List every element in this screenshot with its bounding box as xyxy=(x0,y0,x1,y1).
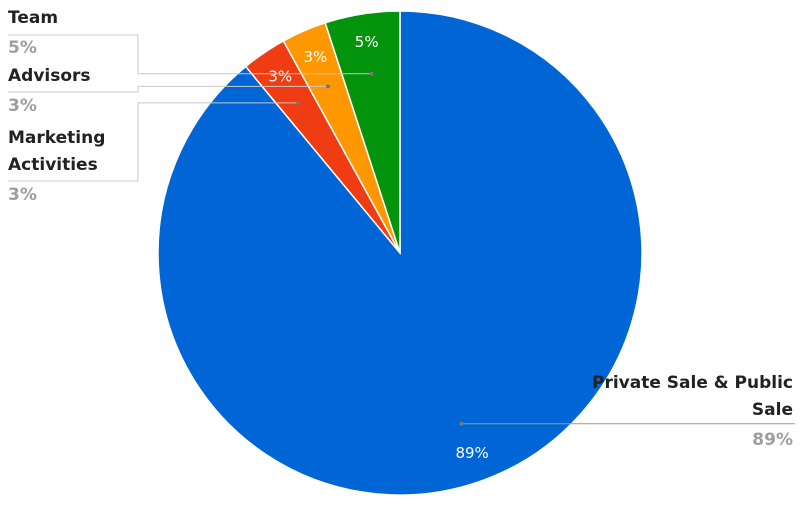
leader-dot xyxy=(369,71,374,76)
legend-value: 3% xyxy=(8,185,37,205)
leader-line xyxy=(8,85,328,93)
legend-value: 3% xyxy=(8,96,37,116)
legend-value: 5% xyxy=(8,38,37,58)
legend-name: Marketing Activities xyxy=(8,128,106,175)
legend-name: Team xyxy=(8,8,59,28)
legend-name: Advisors xyxy=(8,66,91,86)
legend-label: Private Sale & Public Sale 89% xyxy=(560,370,793,454)
slice-label: 5% xyxy=(355,33,379,51)
slice-label: 89% xyxy=(455,444,488,462)
leader-line xyxy=(8,34,372,75)
pie xyxy=(157,10,643,496)
legend-value: 89% xyxy=(752,430,793,450)
leader-dot xyxy=(459,421,464,426)
slice-label: 3% xyxy=(268,67,292,85)
leader-dot xyxy=(325,84,330,89)
pie-slice xyxy=(324,10,401,254)
legend-label: Team 5% xyxy=(8,5,138,62)
legend-label: Advisors 3% xyxy=(8,63,138,120)
legend-label: Marketing Activities 3% xyxy=(8,125,138,209)
leader-dot xyxy=(295,100,300,105)
legend-name: Private Sale & Public Sale xyxy=(592,373,793,420)
slice-label: 3% xyxy=(304,48,328,66)
leader-line xyxy=(8,102,298,182)
